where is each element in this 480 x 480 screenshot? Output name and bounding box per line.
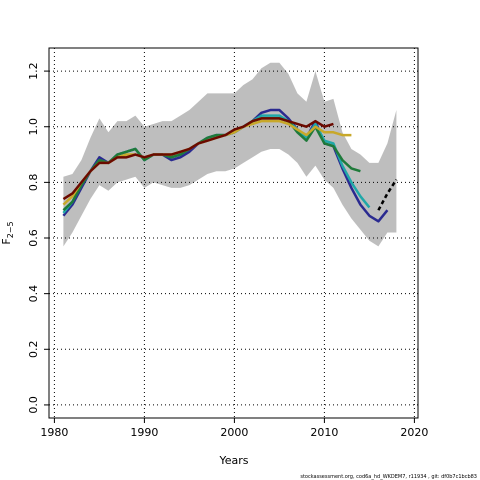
plot-frame [48, 47, 419, 419]
x-tick-label: 2020 [400, 426, 428, 439]
y-tick-label: 1.0 [27, 118, 40, 136]
x-axis-label: Years [218, 454, 248, 467]
y-tick-label: 0.8 [27, 174, 40, 192]
series-line [377, 178, 398, 211]
y-tick-label: 0.6 [27, 229, 40, 247]
y-axis-label: F2−5 [0, 221, 15, 244]
series-line [62, 117, 334, 201]
x-tick-label: 1980 [40, 426, 68, 439]
y-tick-label: 1.2 [27, 62, 40, 80]
y-tick-label: 0.4 [27, 285, 40, 303]
y-label-main: F [0, 238, 13, 244]
y-tick-label: 0.0 [27, 396, 40, 414]
x-tick-label: 2010 [310, 426, 338, 439]
x-tick-label: 1990 [130, 426, 158, 439]
x-tick-label: 2000 [220, 426, 248, 439]
y-label-sub: 2−5 [6, 221, 15, 238]
y-tick-label: 0.2 [27, 341, 40, 359]
confidence-band [63, 62, 397, 247]
footnote: stockassessment.org, cod6a_hd_WKDEM7, r1… [300, 474, 477, 480]
